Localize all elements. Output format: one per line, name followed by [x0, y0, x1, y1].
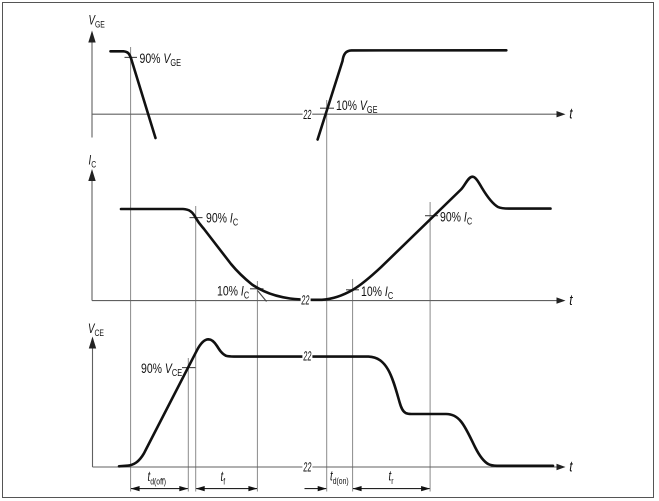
svg-text:90% IC: 90% IC	[206, 210, 238, 228]
svg-text:10% IC: 10% IC	[217, 283, 249, 301]
svg-text:90% IC: 90% IC	[440, 209, 472, 227]
svg-text:t: t	[569, 458, 573, 475]
svg-text:22: 22	[301, 294, 310, 309]
svg-text:t: t	[569, 292, 573, 309]
svg-text:22: 22	[303, 108, 312, 123]
svg-text:22: 22	[303, 350, 312, 365]
svg-text:t: t	[569, 105, 573, 122]
svg-text:22: 22	[303, 460, 312, 475]
svg-text:IC: IC	[89, 153, 97, 170]
svg-text:tf: tf	[221, 470, 226, 487]
svg-text:10% IC: 10% IC	[361, 284, 393, 302]
svg-text:tr: tr	[389, 469, 394, 486]
